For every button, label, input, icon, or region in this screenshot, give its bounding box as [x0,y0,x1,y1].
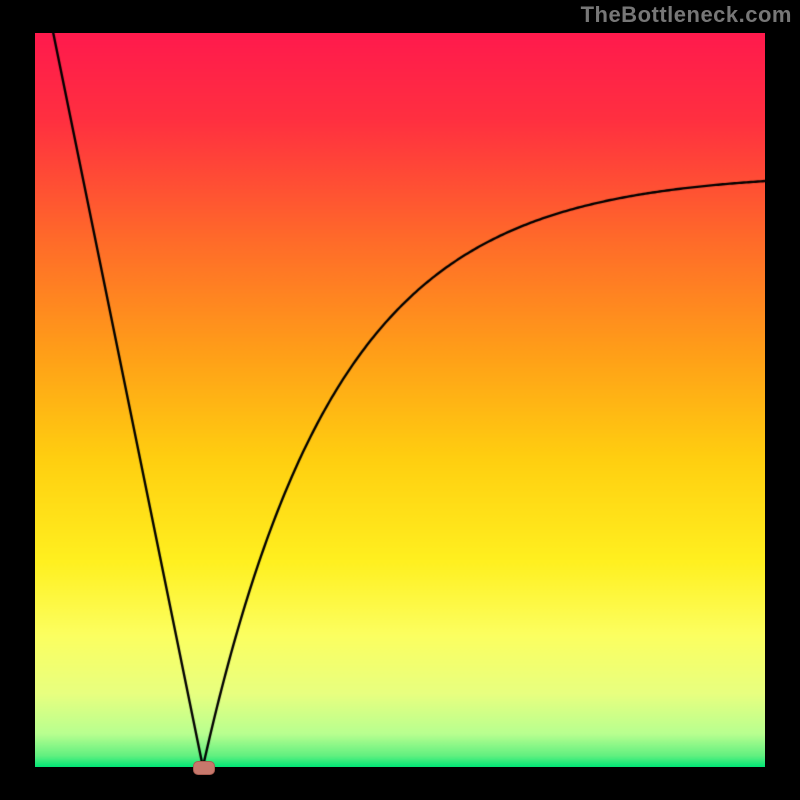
chart-stage: TheBottleneck.com [0,0,800,800]
watermark-text: TheBottleneck.com [581,2,792,28]
min-marker [193,761,215,775]
bottleneck-curve [35,33,765,767]
